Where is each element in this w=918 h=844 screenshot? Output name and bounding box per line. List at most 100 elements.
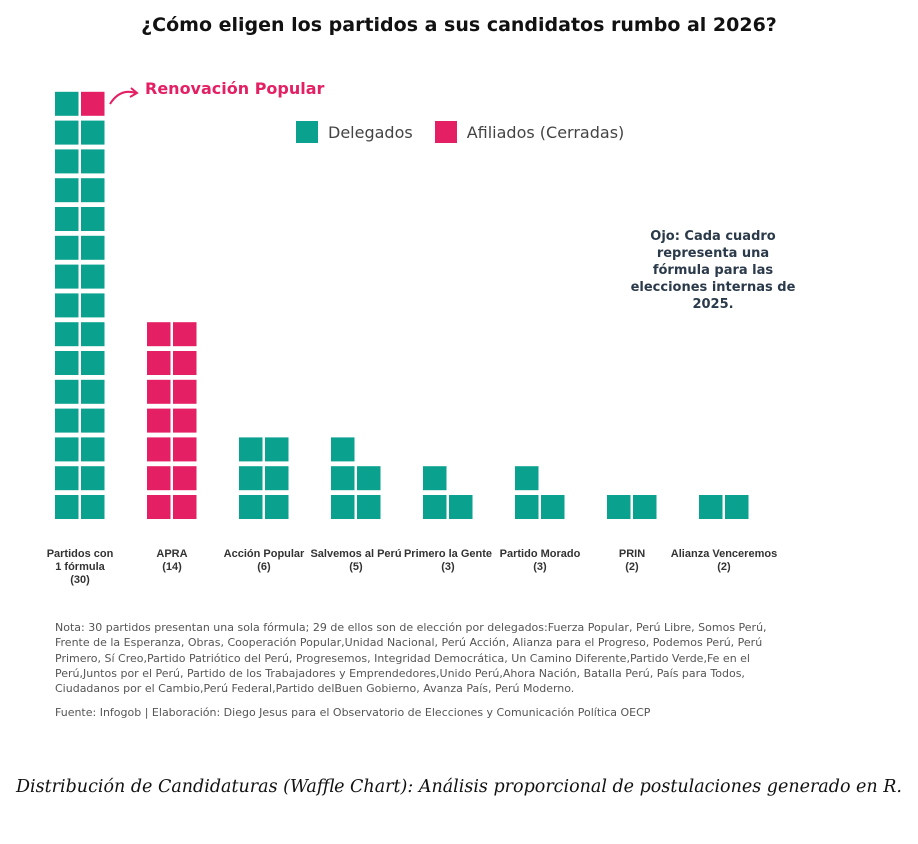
waffle-square-delegados <box>81 408 105 433</box>
waffle-square-delegados <box>331 437 355 462</box>
waffle-square-delegados <box>607 495 631 519</box>
waffle-square-delegados <box>81 495 105 519</box>
chart-title: ¿Cómo eligen los partidos a sus candidat… <box>141 14 777 36</box>
category-label-line: (2) <box>625 561 639 573</box>
waffle-square-afiliados <box>173 351 197 375</box>
waffle-square-delegados <box>55 322 79 347</box>
waffle-square-delegados <box>357 466 381 491</box>
waffle-square-delegados <box>265 495 289 519</box>
waffle-square-delegados <box>515 466 539 491</box>
footnote: Nota: 30 partidos presentan una sola fór… <box>55 621 767 696</box>
waffle-square-delegados <box>239 495 263 519</box>
category-label: Alianza Venceremos (2) <box>669 548 779 574</box>
callout-arrow <box>109 90 137 105</box>
waffle-square-delegados <box>265 466 289 491</box>
legend: Delegados Afiliados (Cerradas) <box>296 121 646 143</box>
waffle-square-afiliados <box>147 379 171 404</box>
category-group <box>423 466 473 519</box>
waffle-square-delegados <box>81 178 105 203</box>
waffle-square-delegados <box>55 408 79 433</box>
waffle-square-delegados <box>81 466 105 491</box>
callout-label: Renovación Popular <box>145 79 325 98</box>
waffle-chart <box>55 87 749 519</box>
legend-item-delegados: Delegados <box>296 121 413 143</box>
waffle-square-delegados <box>81 149 105 174</box>
waffle-square-delegados <box>55 149 79 174</box>
category-label-line: Alianza Venceremos <box>670 548 778 560</box>
legend-swatch <box>296 121 318 143</box>
category-group <box>699 495 749 519</box>
category-label-line: 1 fórmula <box>55 561 105 573</box>
category-label: Primero la Gente (3) <box>393 548 503 574</box>
waffle-square-afiliados <box>173 466 197 491</box>
waffle-square-delegados <box>55 91 79 116</box>
waffle-square-delegados <box>331 466 355 491</box>
waffle-square-delegados <box>55 351 79 375</box>
waffle-square-delegados <box>357 495 381 519</box>
waffle-square-delegados <box>699 495 723 519</box>
category-label-line: (6) <box>257 561 271 573</box>
category-label: APRA (14) <box>117 548 227 574</box>
category-label-line: (3) <box>441 561 455 573</box>
waffle-square-afiliados <box>173 322 197 347</box>
waffle-square-afiliados <box>147 322 171 347</box>
category-label-line: Primero la Gente <box>403 548 493 560</box>
legend-label: Delegados <box>328 122 413 142</box>
callout-arrowhead <box>129 87 139 98</box>
category-label-line: (2) <box>717 561 731 573</box>
waffle-square-delegados <box>81 293 105 318</box>
legend-item-afiliados: Afiliados (Cerradas) <box>434 121 625 143</box>
category-label-line: PRIN <box>618 548 646 560</box>
category-label-line: APRA <box>156 548 188 560</box>
category-label: PRIN (2) <box>577 548 687 574</box>
waffle-square-delegados <box>81 235 105 260</box>
waffle-square-afiliados <box>173 437 197 462</box>
category-label: Salvemos al Perú (5) <box>301 548 411 574</box>
category-label-line: (30) <box>70 574 90 586</box>
waffle-square-afiliados <box>147 408 171 433</box>
category-label-line: (5) <box>349 561 363 573</box>
category-group <box>147 322 197 519</box>
waffle-square-delegados <box>55 466 79 491</box>
waffle-square-afiliados <box>173 495 197 519</box>
figure-caption: Distribución de Candidaturas (Waffle Cha… <box>16 777 902 797</box>
waffle-square-afiliados <box>147 351 171 375</box>
waffle-square-delegados <box>81 437 105 462</box>
waffle-square-delegados <box>81 207 105 231</box>
waffle-square-delegados <box>81 322 105 347</box>
category-label: Partido Morado (3) <box>485 548 595 574</box>
waffle-square-delegados <box>449 495 473 519</box>
category-label-line: Acción Popular <box>223 548 305 560</box>
waffle-square-delegados <box>55 437 79 462</box>
waffle-square-delegados <box>81 351 105 375</box>
waffle-square-delegados <box>55 293 79 318</box>
waffle-square-delegados <box>239 466 263 491</box>
waffle-square-delegados <box>725 495 749 519</box>
waffle-square-delegados <box>55 207 79 231</box>
category-label-line: Partidos con <box>46 548 114 560</box>
waffle-square-delegados <box>265 437 289 462</box>
waffle-square-delegados <box>81 120 105 145</box>
category-label: Partidos con 1 fórmula (30) <box>25 548 135 587</box>
waffle-square-afiliados <box>81 91 105 116</box>
category-label-line: (3) <box>533 561 547 573</box>
category-group <box>331 437 381 519</box>
waffle-square-afiliados <box>147 466 171 491</box>
waffle-square-delegados <box>423 466 447 491</box>
waffle-square-afiliados <box>147 495 171 519</box>
waffle-square-delegados <box>81 379 105 404</box>
category-label-line: Salvemos al Perú <box>310 548 402 560</box>
waffle-square-afiliados <box>173 379 197 404</box>
category-group <box>55 91 105 519</box>
waffle-square-delegados <box>55 120 79 145</box>
waffle-square-delegados <box>633 495 657 519</box>
waffle-square-delegados <box>55 264 79 289</box>
waffle-square-delegados <box>81 264 105 289</box>
legend-swatch <box>434 121 457 143</box>
waffle-square-delegados <box>55 379 79 404</box>
legend-label: Afiliados (Cerradas) <box>466 122 625 142</box>
waffle-square-delegados <box>55 495 79 519</box>
category-label-line: (14) <box>162 561 182 573</box>
category-group <box>239 437 289 519</box>
waffle-square-afiliados <box>173 408 197 433</box>
